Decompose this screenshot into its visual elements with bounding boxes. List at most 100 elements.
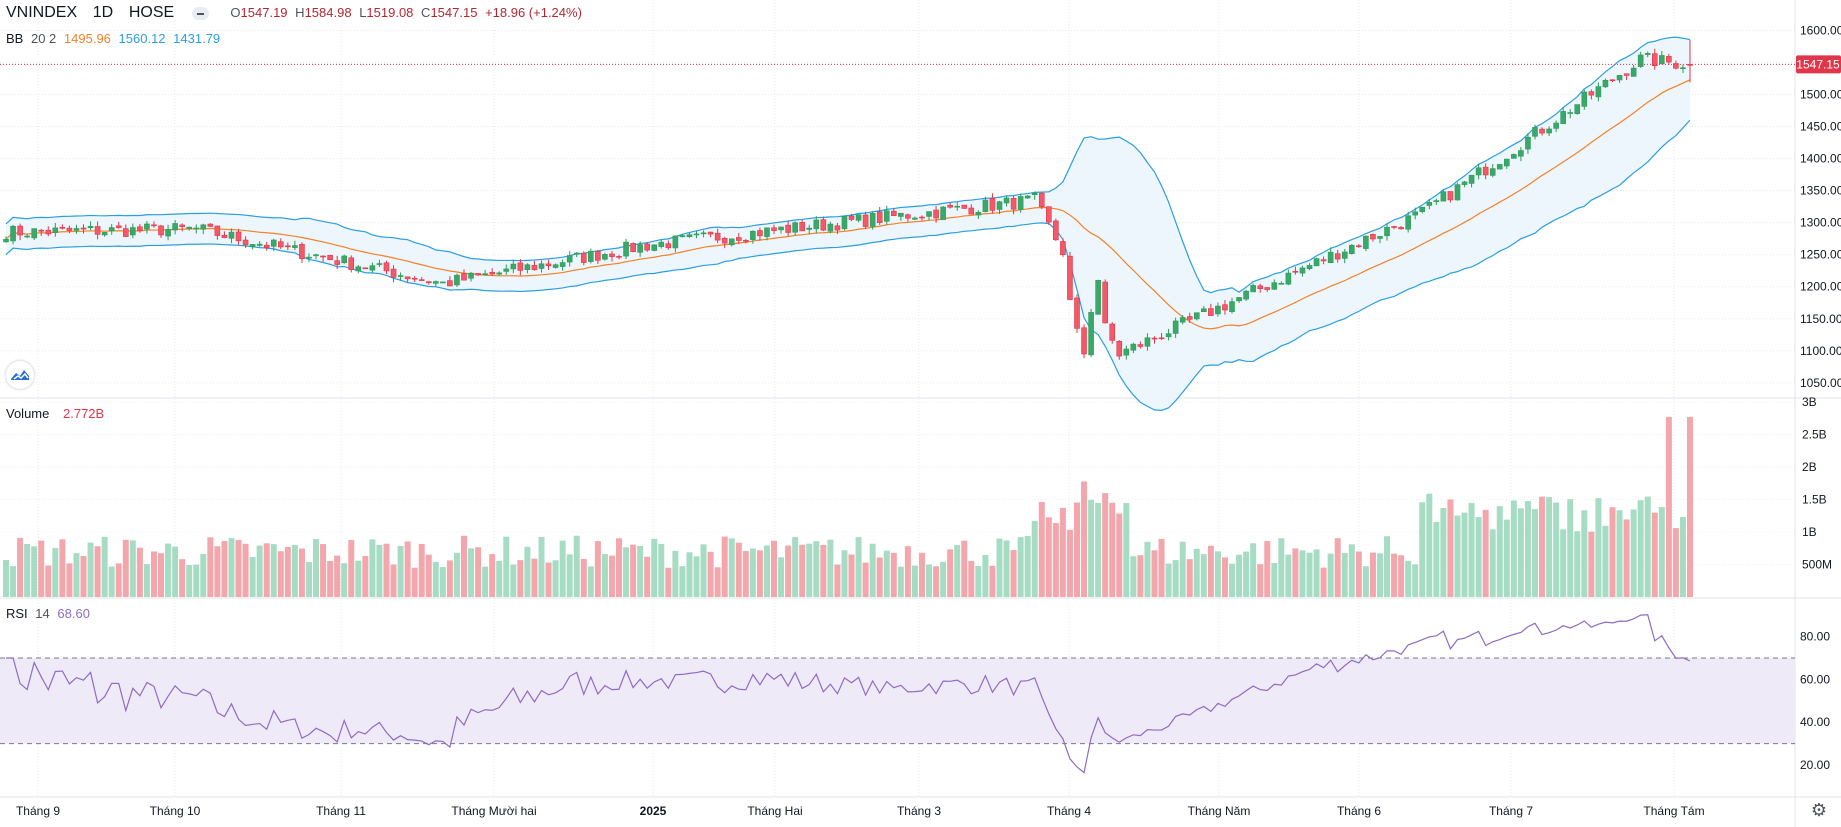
bb-lower-value: 1431.79 [173, 31, 221, 46]
candle-body [827, 223, 834, 232]
volume-bar [284, 546, 291, 597]
candle-body [418, 279, 425, 281]
collapse-legend-button[interactable] [191, 7, 209, 21]
bb-legend[interactable]: BB 20 2 1495.96 1560.12 1431.79 [6, 31, 224, 46]
candle-body [905, 214, 911, 219]
volume-bar [291, 544, 298, 597]
open-value: 1547.19 [240, 5, 288, 20]
volume-bar [862, 562, 869, 597]
candle-body [841, 216, 848, 230]
volume-bar [1391, 553, 1398, 597]
candle-body [1666, 56, 1672, 63]
candle-body [207, 223, 214, 227]
candle-body [59, 226, 66, 229]
volume-bar [947, 549, 954, 597]
candle-body [524, 264, 531, 270]
candle-body [1017, 196, 1024, 210]
candle-body [1363, 235, 1369, 249]
volume-bar [742, 551, 749, 597]
volume-axis-label: 2.5B [1802, 428, 1827, 442]
volume-bar [693, 556, 700, 597]
volume-bar [524, 546, 531, 597]
time-axis-label: Tháng 3 [897, 804, 941, 818]
rsi-line [6, 614, 1691, 774]
candle-body [1489, 168, 1496, 176]
volume-bar [193, 564, 200, 597]
candle-body [1179, 317, 1186, 323]
time-axis-label: Tháng Hai [747, 804, 802, 818]
candle-body [1243, 290, 1249, 300]
settings-gear-icon[interactable]: ⚙ [1810, 800, 1828, 820]
candle-body [1468, 174, 1475, 184]
volume-bar [418, 543, 425, 597]
volume-bar [249, 557, 256, 597]
volume-legend[interactable]: Volume 2.772B [6, 406, 108, 421]
time-axis-label: Tháng Tám [1643, 804, 1704, 818]
price-axis-label: 1200.00 [1800, 280, 1841, 294]
volume-bar [186, 565, 193, 597]
volume-bar [926, 564, 933, 597]
volume-bar [1616, 510, 1623, 597]
candle-body [411, 277, 418, 280]
rsi-legend[interactable]: RSI 14 68.60 [6, 606, 94, 621]
candle-body [440, 281, 446, 284]
candle-body [559, 262, 566, 267]
candle-body [721, 238, 728, 244]
candle-body [834, 225, 841, 231]
candle-body [855, 214, 862, 221]
candle-body [1193, 312, 1200, 320]
candle-body [1327, 251, 1334, 263]
candle-body [1532, 127, 1538, 137]
volume-bar [1278, 538, 1285, 597]
volume-axis-label: 2B [1802, 460, 1817, 474]
candle-body [130, 227, 136, 236]
volume-bar [1257, 564, 1264, 597]
candle-body [1651, 53, 1658, 66]
tradingview-logo-icon[interactable] [6, 361, 34, 389]
volume-bar [390, 564, 397, 597]
candle-body [369, 265, 376, 271]
candle-body [1010, 197, 1017, 210]
candle-body [24, 235, 30, 238]
volume-bar [968, 561, 975, 597]
volume-bar [510, 564, 517, 597]
volume-bar [1524, 501, 1531, 597]
candle-body [890, 210, 897, 216]
candle-body [1031, 193, 1038, 195]
candle-body [531, 265, 538, 271]
candle-body [1419, 206, 1426, 212]
bb-params: 20 2 [30, 31, 57, 46]
rsi-params: 14 [35, 606, 50, 621]
volume-bar [785, 545, 792, 597]
candle-body [151, 224, 157, 227]
candle-body [1250, 285, 1256, 293]
volume-bar [1489, 529, 1496, 597]
interval-label[interactable]: 1D [92, 4, 114, 21]
volume-bar [679, 566, 686, 597]
candle-body [334, 260, 340, 265]
volume-bar [897, 566, 904, 597]
volume-bar [1426, 493, 1433, 597]
volume-bar [503, 536, 510, 597]
volume-bar [1503, 519, 1510, 597]
volume-bar [439, 567, 446, 597]
candle-body [1257, 285, 1263, 290]
volume-bar [1271, 563, 1278, 597]
candle-body [270, 239, 277, 247]
volume-bar [714, 567, 721, 597]
volume-bar [1376, 553, 1383, 597]
candle-body [277, 241, 284, 248]
volume-bar [1299, 550, 1306, 597]
bb-basis-value: 1495.96 [63, 31, 111, 46]
volume-bar [1398, 555, 1405, 597]
symbol-label[interactable]: VNINDEX [6, 4, 78, 21]
candle-body [249, 244, 256, 247]
candle-body [1081, 327, 1087, 355]
volume-bar [517, 560, 524, 597]
volume-bar [834, 564, 841, 597]
rsi-label: RSI [6, 606, 28, 621]
candle-body [468, 272, 474, 279]
candle-body [947, 204, 953, 208]
candle-body [482, 273, 488, 275]
